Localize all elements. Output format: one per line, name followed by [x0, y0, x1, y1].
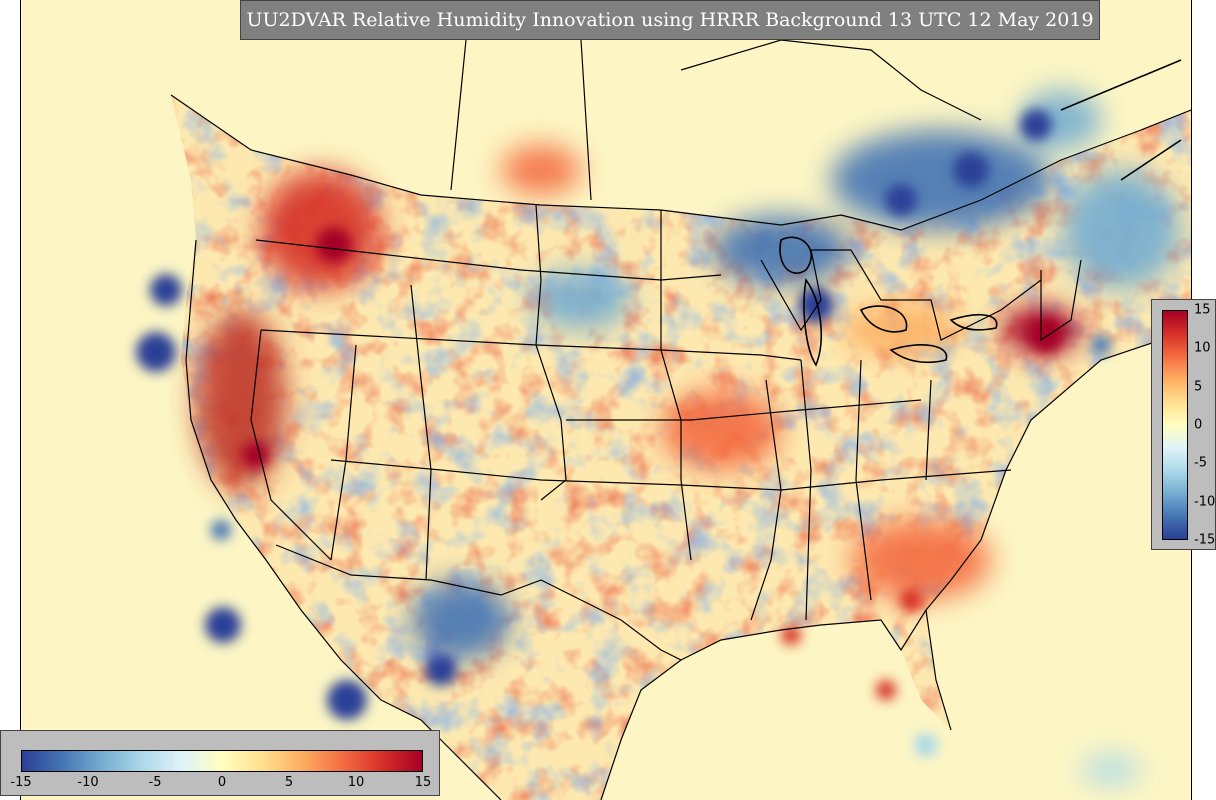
- colorbar-horizontal-tick-label: 10: [347, 775, 365, 790]
- colorbar-vertical: 15 10 5 0 -5 -10 -15: [1151, 299, 1216, 550]
- colorbar-vertical-tick-label: -10: [1194, 494, 1216, 510]
- colorbar-horizontal-tick-label: 15: [414, 775, 432, 790]
- innovation-field-map: [21, 0, 1191, 800]
- map-area: [20, 0, 1192, 800]
- colorbar-horizontal-tick-label: 5: [284, 775, 294, 790]
- colorbar-horizontal-gradient: [21, 750, 423, 772]
- colorbar-vertical-tick-label: 10: [1194, 340, 1211, 356]
- colorbar-vertical-tick-label: 5: [1194, 379, 1203, 395]
- colorbar-vertical-tick-label: 0: [1194, 417, 1203, 433]
- colorbar-horizontal-tick-label: -5: [148, 775, 162, 790]
- map-title: UU2DVAR Relative Humidity Innovation usi…: [240, 0, 1100, 40]
- colorbar-vertical-gradient: [1162, 310, 1188, 540]
- colorbar-vertical-tick-label: -15: [1194, 532, 1216, 548]
- colorbar-horizontal-tick-label: -15: [10, 775, 32, 790]
- colorbar-vertical-tick-label: -5: [1194, 455, 1207, 471]
- colorbar-horizontal: -15 -10 -5 0 5 10 15: [0, 730, 440, 796]
- colorbar-vertical-tick-label: 15: [1194, 302, 1211, 318]
- colorbar-horizontal-tick-label: -10: [77, 775, 99, 790]
- colorbar-horizontal-tick-label: 0: [217, 775, 227, 790]
